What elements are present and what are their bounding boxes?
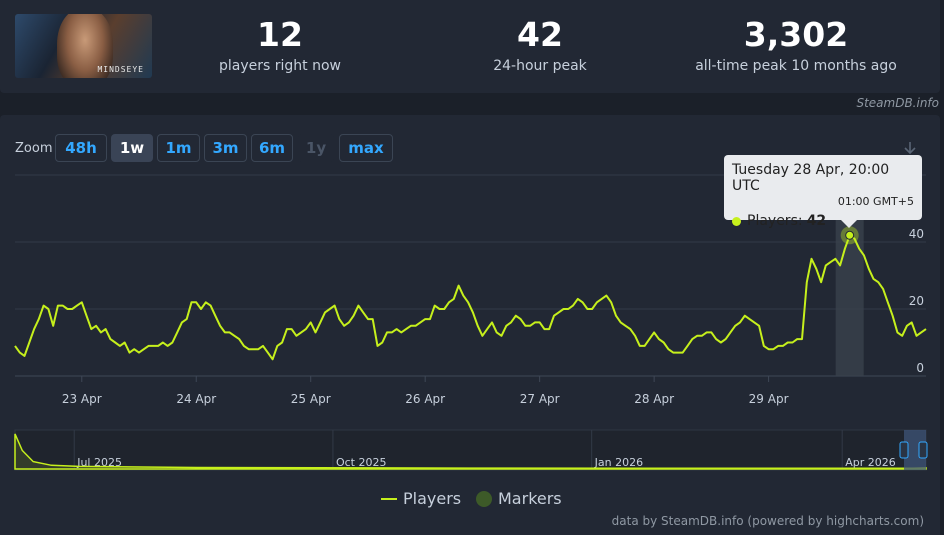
tooltip-series-dot (732, 216, 741, 226)
x-tick-label: 23 Apr (62, 392, 102, 406)
y-tick-label: 40 (909, 227, 924, 241)
navigator-background (14, 429, 927, 471)
highcharts-credit[interactable]: data by SteamDB.info (powered by highcha… (611, 514, 924, 528)
zoom-6m-button[interactable]: 6m (251, 134, 293, 162)
players-now-label: players right now (219, 58, 341, 74)
game-logo: MINDSEYE (97, 65, 144, 74)
players-now-value: 12 (257, 15, 303, 54)
navigator-handle-left[interactable] (899, 441, 909, 459)
navigator-tick-label: Oct 2025 (336, 456, 387, 469)
zoom-label: Zoom (15, 141, 53, 156)
legend-markers[interactable]: Markers (476, 489, 562, 508)
tooltip-value: 42 (806, 213, 827, 229)
all-time-peak-value: 3,302 (743, 15, 849, 54)
zoom-1m-button[interactable]: 1m (157, 134, 200, 162)
stats-header: MINDSEYE 12 players right now 42 24-hour… (0, 0, 940, 93)
peak-24h-label: 24-hour peak (493, 58, 587, 74)
x-tick-label: 25 Apr (291, 392, 331, 406)
x-tick-label: 28 Apr (634, 392, 674, 406)
zoom-1w-button[interactable]: 1w (111, 134, 153, 162)
navigator-tick-label: Jan 2026 (594, 456, 643, 469)
x-tick-label: 29 Apr (749, 392, 789, 406)
highlight-point[interactable] (845, 230, 855, 240)
navigator-grid: Jul 2025 Oct 2025 Jan 2026 Apr 2026 (73, 430, 896, 470)
x-tick-label: 26 Apr (405, 392, 445, 406)
tooltip-series-label: Players: (747, 213, 803, 229)
navigator-tick-label: Apr 2026 (845, 456, 896, 469)
peak-24h-stat: 42 24-hour peak (460, 14, 620, 74)
legend-players-swatch (381, 497, 397, 500)
players-now-stat: 12 players right now (200, 14, 360, 74)
zoom-1y-button: 1y (298, 134, 334, 162)
x-axis-ticks: 23 Apr 24 Apr 25 Apr 26 Apr 27 Apr 28 Apr 29 A… (62, 376, 789, 406)
players-series-line[interactable] (14, 234, 927, 361)
legend-markers-label: Markers (498, 489, 562, 508)
navigator-selection[interactable] (904, 430, 926, 470)
tooltip-caret (841, 220, 857, 228)
all-time-peak-stat: 3,302 all-time peak 10 months ago (676, 14, 916, 74)
legend-players-label: Players (403, 489, 462, 508)
zoom-48h-button[interactable]: 48h (55, 134, 107, 162)
game-art-face (57, 14, 113, 78)
data-tooltip: Tuesday 28 Apr, 20:00 UTC 01:00 GMT+5 Pl… (724, 155, 922, 229)
y-tick-label: 20 (909, 294, 924, 308)
legend-players[interactable]: Players (381, 489, 461, 508)
x-tick-label: 27 Apr (520, 392, 560, 406)
zoom-max-button[interactable]: max (339, 134, 393, 162)
tooltip-row: Players: 42 (732, 213, 914, 229)
tooltip-title: Tuesday 28 Apr, 20:00 UTC (732, 162, 890, 194)
y-axis-ticks: 0 20 40 (909, 227, 924, 375)
all-time-peak-label: all-time peak 10 months ago (695, 58, 897, 74)
navigator-handle-right[interactable] (918, 441, 928, 459)
navigator[interactable]: Jul 2025 Oct 2025 Jan 2026 Apr 2026 (14, 429, 928, 471)
x-tick-label: 24 Apr (176, 392, 216, 406)
zoom-3m-button[interactable]: 3m (204, 134, 247, 162)
y-tick-label: 0 (916, 361, 924, 375)
legend-markers-swatch (476, 490, 492, 507)
game-thumbnail[interactable]: MINDSEYE (15, 14, 152, 78)
steamdb-credit[interactable]: SteamDB.info (856, 96, 939, 110)
tooltip-subtitle: 01:00 GMT+5 (837, 195, 914, 208)
peak-24h-value: 42 (517, 15, 563, 54)
